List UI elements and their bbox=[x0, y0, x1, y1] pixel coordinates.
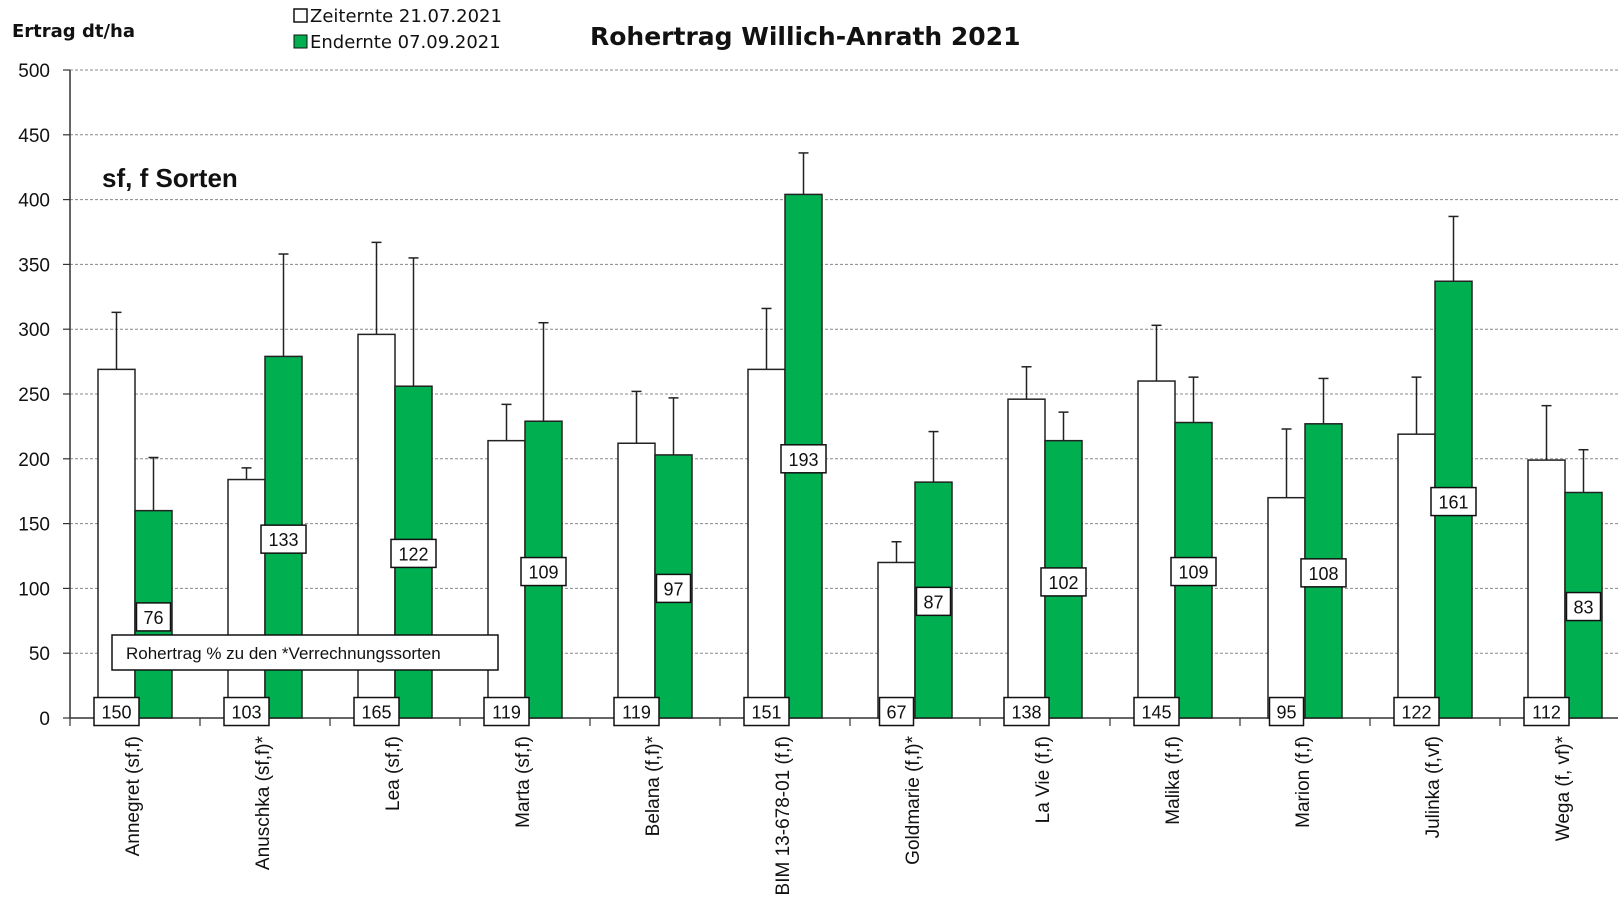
y-ticks: 0 50 100 150 200 250 300 350 400 450 500 bbox=[18, 61, 50, 730]
data-label-box bbox=[93, 696, 140, 727]
x-tick-label: Belana (f,f)* bbox=[643, 735, 664, 836]
note-box-frame bbox=[111, 634, 499, 671]
x-tick-label: Julinka (f,vf) bbox=[1423, 736, 1444, 838]
data-label: 122 bbox=[398, 544, 428, 564]
data-label-box bbox=[743, 696, 790, 727]
bar-zeiternte bbox=[227, 478, 266, 719]
data-label: 108 bbox=[1308, 564, 1338, 584]
data-label-box bbox=[1565, 591, 1602, 622]
data-label-box bbox=[613, 696, 660, 727]
data-labels: 150 76 103 133 165 122 119 109 119 97 151 193 67 87 13… bbox=[93, 444, 1602, 727]
data-label: 112 bbox=[1532, 703, 1561, 723]
data-label: 97 bbox=[663, 579, 683, 599]
note-text: Rohertrag % zu den *Verrechnungssorten bbox=[126, 644, 441, 663]
x-tick-label: Anuschka (sf,f)* bbox=[253, 735, 274, 870]
data-label-box bbox=[483, 696, 530, 727]
data-label-box bbox=[135, 602, 172, 632]
data-label: 119 bbox=[492, 703, 521, 723]
data-label: 161 bbox=[1438, 493, 1468, 513]
data-label: 138 bbox=[1011, 703, 1041, 723]
data-label: 119 bbox=[622, 703, 651, 723]
data-label-box bbox=[655, 573, 692, 604]
legend-label-zeiternte: Zeiternte 21.07.2021 bbox=[310, 6, 502, 27]
data-label: 109 bbox=[528, 563, 558, 583]
bar-zeiternte bbox=[1527, 459, 1566, 719]
x-tick-label: Goldmarie (f,f)* bbox=[903, 735, 924, 864]
y-tick-label: 200 bbox=[18, 450, 50, 471]
data-label: 133 bbox=[268, 530, 298, 550]
data-label: 145 bbox=[1141, 703, 1171, 723]
data-label: 83 bbox=[1573, 598, 1593, 618]
data-label: 67 bbox=[886, 703, 906, 723]
data-label: 193 bbox=[788, 450, 818, 470]
data-label-box bbox=[223, 696, 270, 727]
x-tick-label: Lea (sf,f) bbox=[383, 736, 404, 811]
data-label: 151 bbox=[751, 703, 781, 723]
x-tick-label: Annegret (sf,f) bbox=[123, 736, 144, 856]
y-tick-label: 100 bbox=[18, 579, 50, 600]
data-label-box bbox=[1040, 567, 1087, 597]
x-tick-label: Wega (f, vf)* bbox=[1553, 735, 1574, 841]
chart-subtitle: sf, f Sorten bbox=[102, 163, 238, 193]
legend-swatch-zeiternte bbox=[293, 8, 308, 23]
y-tick-label: 300 bbox=[18, 320, 50, 341]
error-bars bbox=[111, 152, 1589, 563]
y-tick-label: 50 bbox=[29, 644, 50, 665]
bar-zeiternte bbox=[1007, 398, 1046, 719]
x-tick-label: BIM 13-678-01 (f,f) bbox=[773, 736, 794, 895]
data-label: 109 bbox=[1178, 563, 1208, 583]
bar-zeiternte bbox=[487, 439, 526, 719]
y-tick-label: 150 bbox=[18, 515, 50, 536]
data-label-box bbox=[1133, 696, 1180, 727]
legend-swatch-endernte bbox=[293, 34, 308, 49]
y-tick-label: 400 bbox=[18, 191, 50, 212]
data-label-box bbox=[780, 444, 827, 474]
bar-zeiternte bbox=[1397, 433, 1436, 719]
x-ticks: Annegret (sf,f) Anuschka (sf,f)* Lea (sf,f… bbox=[123, 735, 1574, 895]
data-label-box bbox=[1003, 696, 1050, 727]
data-label-box bbox=[260, 524, 307, 554]
data-label: 103 bbox=[231, 703, 261, 723]
bar-zeiternte bbox=[747, 368, 786, 719]
data-label-box bbox=[353, 696, 400, 727]
data-label: 87 bbox=[923, 592, 943, 612]
grid bbox=[70, 69, 1618, 654]
data-label: 150 bbox=[101, 703, 131, 723]
data-label-box bbox=[1300, 558, 1347, 588]
x-tick-label: Malika (f,f) bbox=[1163, 736, 1184, 825]
x-tick-label: La Vie (f,f) bbox=[1033, 736, 1054, 823]
y-tick-label: 0 bbox=[39, 709, 50, 730]
data-label-box bbox=[1170, 556, 1217, 587]
legend-label-endernte: Endernte 07.09.2021 bbox=[310, 32, 501, 53]
y-tick-label: 250 bbox=[18, 385, 50, 406]
y-tick-label: 450 bbox=[18, 126, 50, 147]
note-box: Rohertrag % zu den *Verrechnungssorten bbox=[111, 634, 499, 671]
data-label-box bbox=[1430, 486, 1477, 517]
data-label-box bbox=[1393, 696, 1440, 727]
legend: Zeiternte 21.07.2021 Endernte 07.09.2021 bbox=[293, 6, 502, 53]
data-label-box bbox=[520, 556, 567, 587]
data-label: 76 bbox=[143, 608, 163, 628]
data-label-box bbox=[390, 538, 437, 569]
y-tick-label: 500 bbox=[18, 61, 50, 82]
y-tick-label: 350 bbox=[18, 255, 50, 276]
bar-zeiternte bbox=[1267, 496, 1306, 719]
bar-zeiternte bbox=[617, 442, 656, 719]
bar-zeiternte bbox=[877, 561, 916, 719]
x-tick-label: Marion (f,f) bbox=[1293, 736, 1314, 828]
bar-zeiternte bbox=[1137, 380, 1176, 719]
data-label: 95 bbox=[1276, 703, 1296, 723]
data-label-box bbox=[878, 696, 915, 727]
chart-title: Rohertrag Willich-Anrath 2021 bbox=[590, 22, 1020, 51]
y-axis-label: Ertrag dt/ha bbox=[12, 21, 135, 42]
axes bbox=[63, 69, 1618, 726]
data-label: 165 bbox=[361, 703, 391, 723]
x-tick-label: Marta (sf,f) bbox=[513, 736, 534, 828]
data-label-box bbox=[915, 586, 952, 617]
data-label-box bbox=[1268, 696, 1305, 727]
data-label-box bbox=[1523, 696, 1570, 727]
data-label: 102 bbox=[1048, 573, 1078, 593]
data-label: 122 bbox=[1401, 703, 1431, 723]
